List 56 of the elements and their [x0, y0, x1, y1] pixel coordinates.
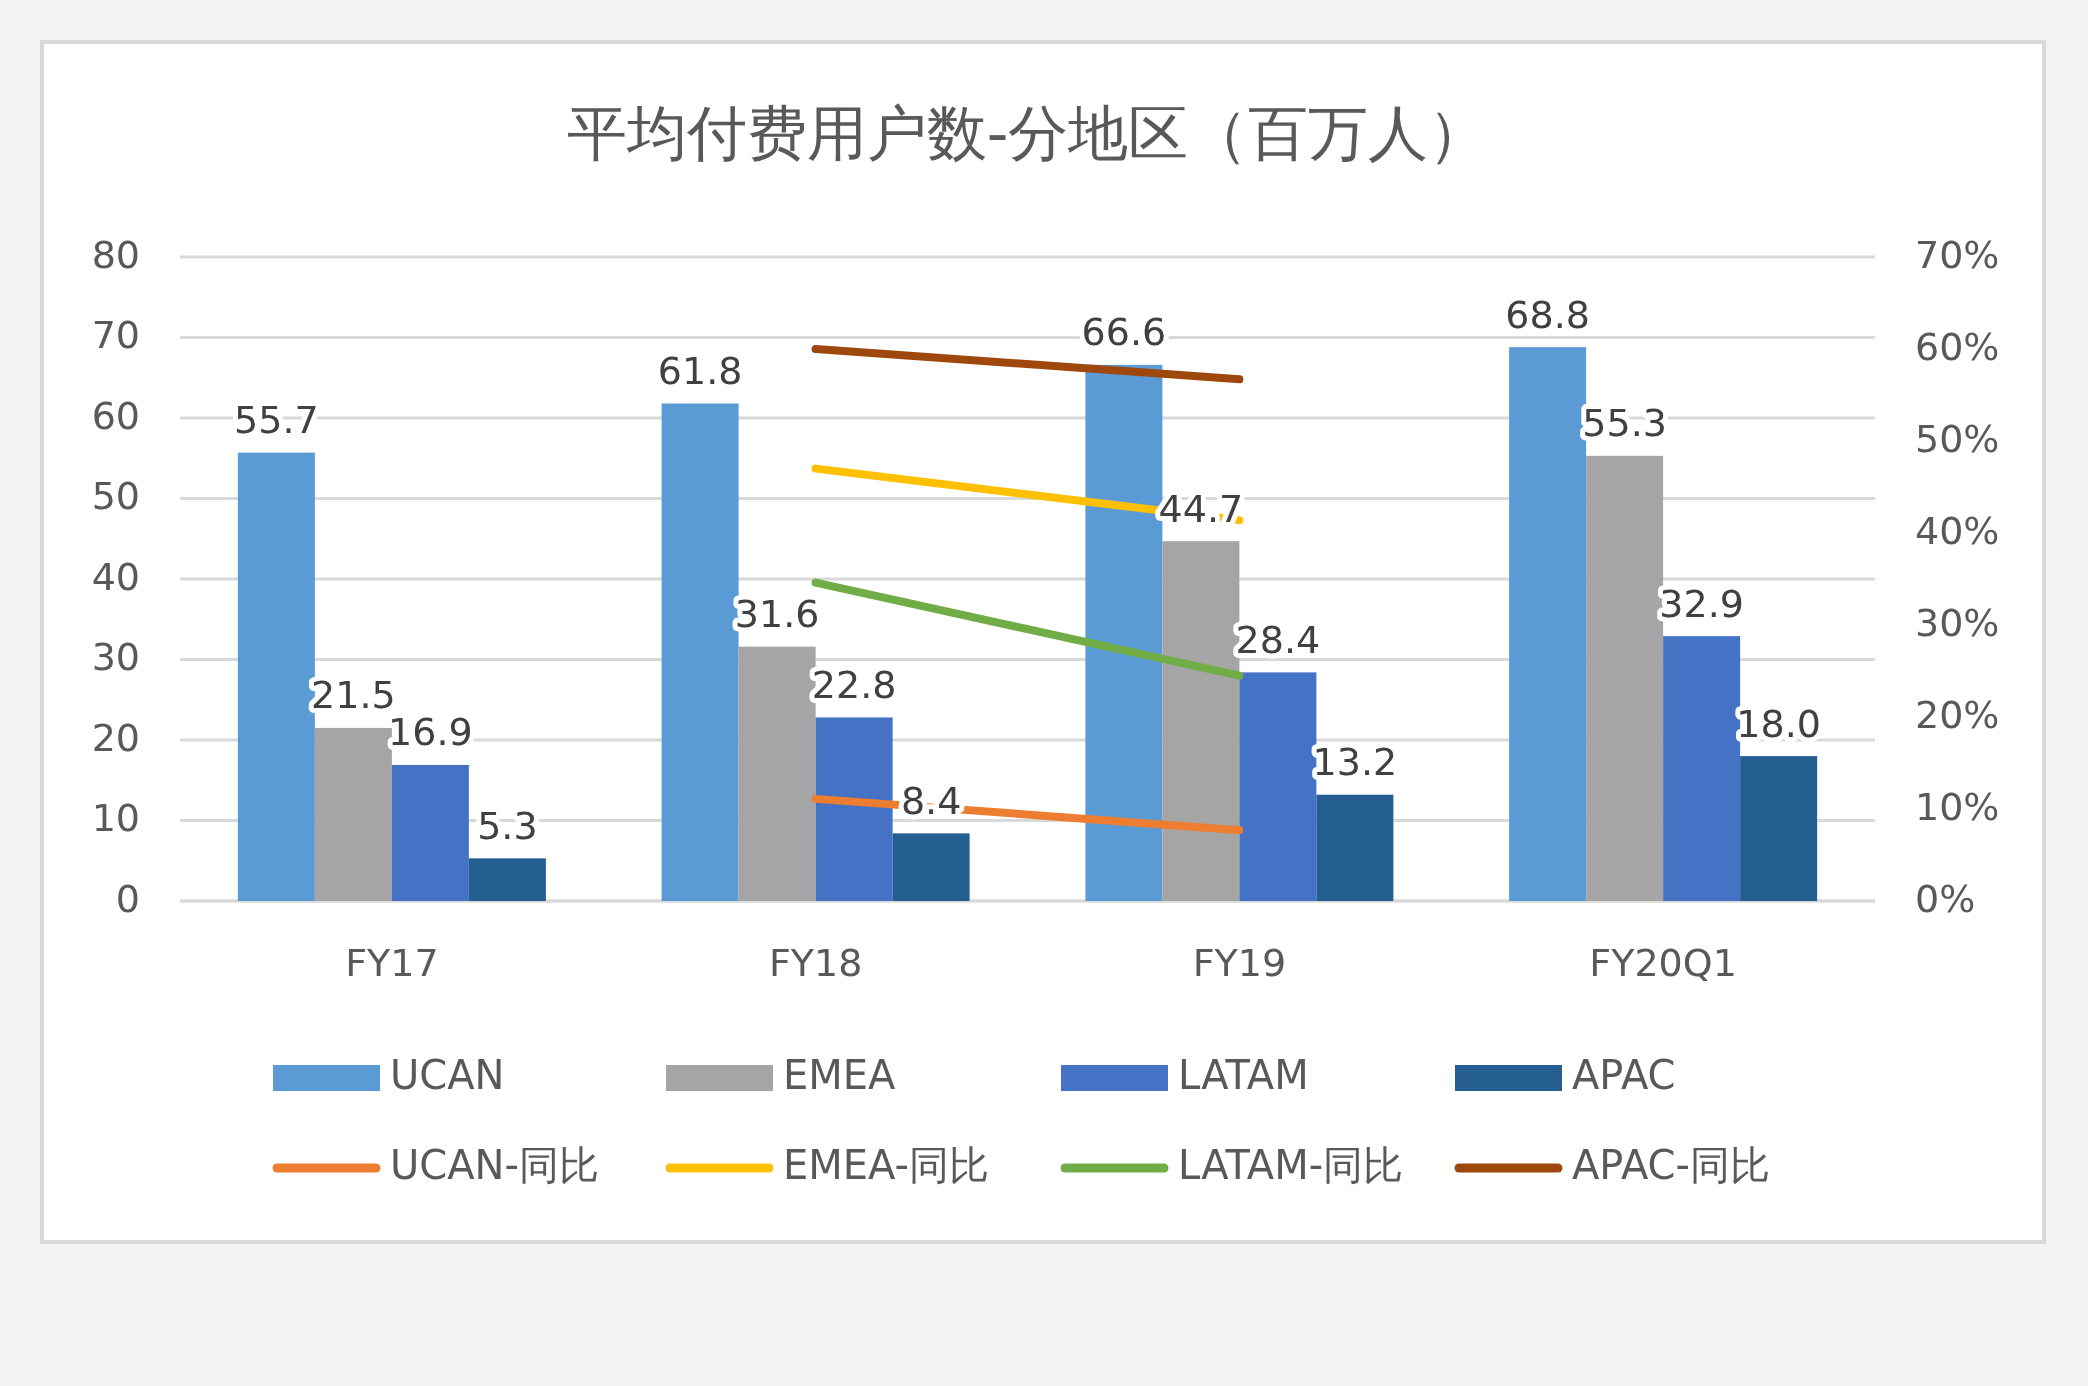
x-tick-label: FY19	[1192, 940, 1287, 985]
bar	[468, 858, 546, 901]
y-tick-label: 0	[115, 876, 140, 921]
data-label: 61.8	[657, 349, 743, 394]
data-label: 32.9	[1659, 581, 1744, 626]
data-label: 5.3	[477, 803, 538, 848]
legend-label: UCAN-同比	[390, 1142, 599, 1188]
data-label: 18.0	[1736, 701, 1821, 746]
bar	[1740, 756, 1818, 901]
bar	[1316, 794, 1394, 901]
data-label: 28.4	[1235, 617, 1321, 662]
y2-tick-label: 30%	[1915, 600, 2000, 645]
y-tick-label: 40	[91, 554, 140, 599]
legend-label: UCAN	[390, 1052, 505, 1098]
bar	[661, 403, 739, 901]
bar	[314, 727, 392, 901]
bar	[237, 452, 315, 901]
y-tick-label: 30	[91, 635, 140, 679]
bar	[738, 646, 816, 901]
y-tick-label: 10	[91, 796, 140, 840]
bar	[1509, 347, 1587, 901]
legend-label: APAC-同比	[1572, 1142, 1770, 1188]
x-tick-label: FY18	[768, 940, 863, 985]
y-tick-label: 70	[91, 313, 140, 357]
legend-label: LATAM	[1178, 1052, 1309, 1098]
y2-tick-label: 60%	[1915, 324, 2000, 369]
legend-label: EMEA-同比	[783, 1142, 989, 1188]
bar	[1162, 541, 1240, 901]
legend-label: LATAM-同比	[1178, 1142, 1404, 1188]
data-label: 13.2	[1312, 740, 1398, 785]
data-label: 68.8	[1505, 292, 1590, 337]
y2-tick-label: 0%	[1915, 876, 1976, 921]
bar	[1239, 672, 1317, 901]
y-tick-label: 50	[91, 474, 140, 518]
bar	[1663, 636, 1741, 901]
chart-title: 平均付费用户数-分地区（百万人）	[566, 97, 1489, 168]
legend-label: APAC	[1572, 1052, 1676, 1098]
y2-tick-label: 50%	[1915, 416, 2000, 461]
bar	[1586, 455, 1664, 901]
y-tick-label: 60	[91, 393, 140, 438]
x-tick-label: FY17	[345, 940, 439, 985]
bar	[815, 717, 893, 901]
legend-label: EMEA	[783, 1052, 897, 1098]
y2-tick-label: 20%	[1915, 692, 2000, 737]
bar	[892, 833, 970, 901]
y2-tick-label: 70%	[1915, 232, 2000, 277]
y2-tick-label: 10%	[1915, 784, 2000, 829]
data-label: 22.8	[811, 662, 897, 707]
x-tick-label: FY20Q1	[1589, 940, 1737, 985]
data-label: 66.6	[1081, 310, 1167, 355]
y2-tick-label: 40%	[1915, 508, 2000, 553]
bar	[391, 764, 469, 901]
y-tick-label: 80	[91, 232, 140, 277]
data-label: 16.9	[388, 710, 473, 755]
y-tick-label: 20	[91, 715, 140, 760]
data-label: 55.7	[234, 398, 319, 443]
